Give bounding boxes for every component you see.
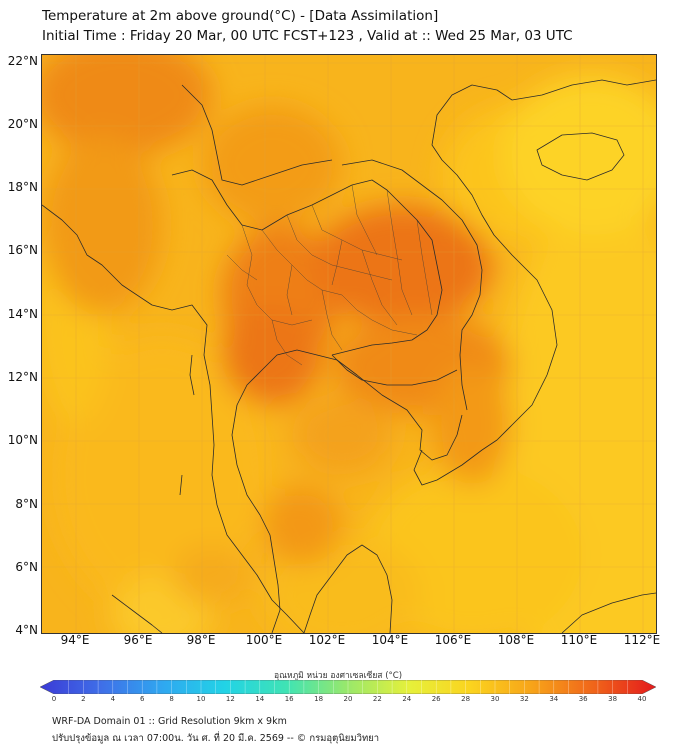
lat-label: 14°N [7, 307, 38, 321]
colorbar-tick-label: 24 [402, 695, 412, 703]
colorbar-tick-label: 14 [255, 695, 265, 703]
lon-label: 102°E [308, 633, 346, 647]
coastlines-and-borders [42, 79, 656, 633]
footer-model-info: WRF-DA Domain 01 :: Grid Resolution 9km … [52, 716, 287, 727]
colorbar-tick-label: 12 [225, 695, 235, 703]
lat-label: 6°N [15, 560, 38, 574]
lon-label: 96°E [123, 633, 153, 647]
temperature-field-patches [42, 55, 656, 633]
colorbar-tick-label: 30 [490, 695, 500, 703]
gridlines [42, 55, 656, 633]
lat-label: 22°N [7, 54, 38, 68]
lon-label: 110°E [560, 633, 598, 647]
colorbar-tick-label: 40 [637, 695, 647, 703]
chart-title: Temperature at 2m above ground(°C) - [Da… [42, 6, 573, 46]
lon-label: 106°E [434, 633, 472, 647]
colorbar-tick-label: 20 [343, 695, 353, 703]
province-boundaries [226, 184, 433, 366]
lon-label: 112°E [623, 633, 661, 647]
colorbar-tick-label: 16 [284, 695, 294, 703]
lat-label: 8°N [15, 497, 38, 511]
lon-label: 108°E [497, 633, 535, 647]
colorbar-graphic [39, 679, 657, 695]
colorbar-tick-label: 18 [314, 695, 324, 703]
colorbar-tick-label: 34 [549, 695, 559, 703]
colorbar-tick-label: 38 [608, 695, 618, 703]
lat-label: 12°N [7, 370, 38, 384]
lon-label: 100°E [245, 633, 283, 647]
temperature-map [41, 54, 657, 634]
lat-label: 16°N [7, 243, 38, 257]
lon-label: 94°E [60, 633, 90, 647]
colorbar [39, 679, 657, 695]
title-line-2: Initial Time : Friday 20 Mar, 00 UTC FCS… [42, 28, 573, 44]
colorbar-tick-label: 8 [169, 695, 174, 703]
colorbar-segment-lines [68, 680, 628, 694]
lat-label: 18°N [7, 180, 38, 194]
title-line-1: Temperature at 2m above ground(°C) - [Da… [42, 8, 439, 24]
colorbar-tick-label: 6 [139, 695, 145, 703]
colorbar-tick-label: 22 [372, 695, 382, 703]
colorbar-tick-label: 4 [110, 695, 116, 703]
lat-label: 4°N [15, 623, 38, 637]
colorbar-tick-label: 26 [431, 695, 441, 703]
footer-update-info: ปรับปรุงข้อมูล ณ เวลา 07:00น. วัน ศ. ที่… [52, 733, 380, 744]
lat-label: 20°N [7, 117, 38, 131]
lon-label: 98°E [186, 633, 216, 647]
colorbar-title: อุณหภูมิ หน่วย องศาเซลเซียส (°C) [273, 671, 403, 681]
colorbar-tick-label: 2 [81, 695, 86, 703]
map-canvas [42, 55, 656, 633]
colorbar-tick-label: 36 [578, 695, 588, 703]
lon-label: 104°E [371, 633, 409, 647]
colorbar-tick-label: 10 [196, 695, 206, 703]
colorbar-tick-label: 0 [51, 695, 57, 703]
colorbar-tick-label: 32 [519, 695, 529, 703]
lat-label: 10°N [7, 433, 38, 447]
colorbar-tick-label: 28 [461, 695, 471, 703]
